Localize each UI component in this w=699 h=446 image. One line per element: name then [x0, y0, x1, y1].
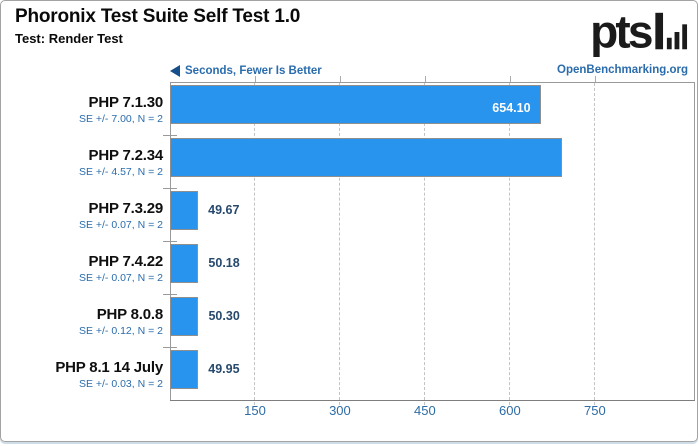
- plot-axis-left: [170, 82, 171, 401]
- benchmark-bar: [170, 350, 199, 389]
- top-tick-mark: [254, 76, 256, 82]
- benchmark-bar: 692.74: [170, 138, 563, 221]
- top-tick-mark: [339, 76, 341, 82]
- x-tick-label: 300: [329, 403, 351, 418]
- axis-note: Seconds, Fewer Is Better: [170, 63, 322, 79]
- bar-value-label: 692.74: [514, 207, 553, 221]
- bar-value-label: 654.10: [492, 101, 531, 115]
- category-label: PHP 7.2.34: [88, 147, 164, 164]
- gridline: [594, 83, 596, 405]
- plot-axis-top: [170, 82, 695, 83]
- benchmark-bar: [170, 191, 199, 230]
- gridline: [339, 83, 341, 405]
- standard-error-label: SE +/- 0.07, N = 2: [78, 272, 163, 284]
- gridline: [509, 83, 511, 405]
- category-label: PHP 8.1 14 July: [55, 359, 163, 376]
- bar-value-label: 50.30: [208, 309, 240, 323]
- gridline: [424, 83, 426, 405]
- standard-error-label: SE +/- 0.12, N = 2: [78, 325, 163, 337]
- category-label: PHP 7.1.30: [88, 94, 164, 111]
- benchmark-bar: [170, 244, 199, 283]
- top-tick-mark: [509, 76, 511, 82]
- category-boundary-tick: [163, 240, 177, 242]
- x-tick-label: 150: [244, 403, 266, 418]
- category-label: PHP 7.3.29: [88, 200, 164, 217]
- standard-error-label: SE +/- 7.00, N = 2: [78, 113, 163, 125]
- chart-subtitle: Test: Render Test: [15, 31, 123, 46]
- standard-error-label: SE +/- 0.07, N = 2: [78, 219, 163, 231]
- x-tick-label: 750: [584, 403, 606, 418]
- benchmark-bar: 654.10: [170, 85, 541, 124]
- plot-axis-right: [694, 82, 695, 401]
- category-boundary-tick: [163, 293, 177, 295]
- category-boundary-tick: [163, 346, 177, 348]
- plot-area: 654.10 692.74 49.67 50.18 50.30 49.95: [163, 76, 695, 405]
- bar-value-label: 49.67: [208, 203, 240, 217]
- bar-value-label: 49.95: [208, 362, 240, 376]
- page-title: Phoronix Test Suite Self Test 1.0: [15, 6, 301, 27]
- top-tick-mark: [594, 76, 596, 82]
- pts-logo-text: pts: [592, 5, 652, 57]
- category-label: PHP 8.0.8: [96, 306, 164, 323]
- standard-error-label: SE +/- 0.03, N = 2: [78, 378, 163, 390]
- category-boundary-tick: [163, 134, 177, 136]
- gridline: [254, 83, 256, 405]
- openbenchmarking-watermark: OpenBenchmarking.org: [557, 64, 688, 76]
- bar-value-label: 50.18: [208, 256, 240, 270]
- pts-logo-icon: pts: [592, 5, 688, 57]
- category-label: PHP 7.4.22: [88, 253, 164, 270]
- x-tick-label: 450: [414, 403, 436, 418]
- x-tick-label: 600: [499, 403, 521, 418]
- plot-axis-bottom: [170, 400, 695, 401]
- top-tick-mark: [424, 76, 426, 82]
- axis-note-label: Seconds, Fewer Is Better: [185, 65, 322, 77]
- category-boundary-tick: [163, 187, 177, 189]
- standard-error-label: SE +/- 4.57, N = 2: [78, 166, 163, 178]
- left-arrow-icon: [170, 65, 180, 77]
- benchmark-bar: [170, 297, 199, 336]
